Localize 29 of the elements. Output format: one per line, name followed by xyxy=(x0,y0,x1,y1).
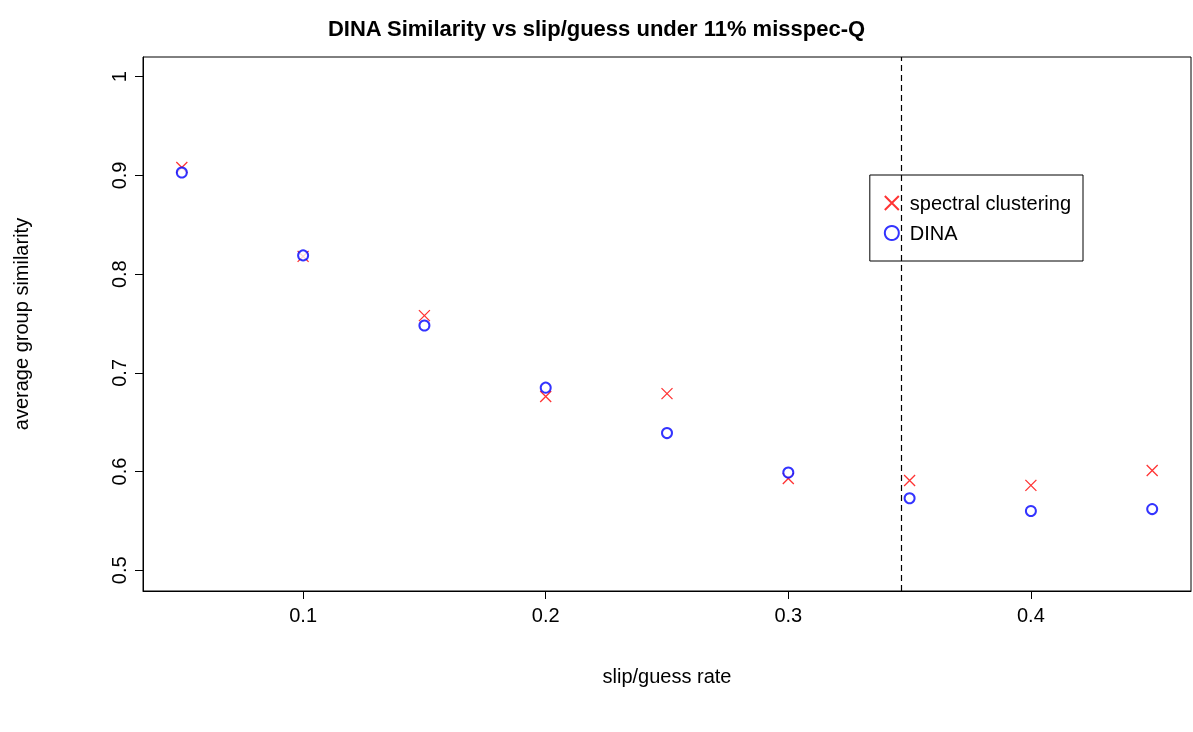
point xyxy=(782,466,795,479)
x-axis-title: slip/guess rate xyxy=(602,665,732,687)
x-tick-label: 0.4 xyxy=(1016,604,1045,626)
point xyxy=(903,492,916,505)
y-tick-label: 0.7 xyxy=(108,358,130,387)
y-tick-label: 0.9 xyxy=(108,161,130,190)
point xyxy=(661,427,673,440)
point xyxy=(903,474,916,487)
point xyxy=(539,390,552,403)
chart-title: DINA Similarity vs slip/guess under 11% misspec-Q xyxy=(327,15,866,41)
legend-label: DINA xyxy=(909,222,959,244)
point xyxy=(1024,479,1038,492)
point xyxy=(175,166,188,179)
y-tick-label: 1 xyxy=(108,71,130,83)
y-axis-title: average group similarity xyxy=(10,217,32,431)
x-tick-label: 0.2 xyxy=(531,604,560,626)
point xyxy=(539,381,552,394)
point xyxy=(1024,505,1037,518)
x-tick-label: 0.1 xyxy=(289,604,318,626)
point xyxy=(418,319,431,332)
y-tick-label: 0.5 xyxy=(108,556,130,585)
y-tick-label: 0.6 xyxy=(108,457,130,486)
legend-label: spectral clustering xyxy=(909,192,1072,214)
y-tick-label: 0.8 xyxy=(108,260,130,289)
point xyxy=(1146,464,1159,477)
point xyxy=(418,309,431,322)
point xyxy=(1146,503,1159,516)
x-tick-label: 0.3 xyxy=(774,604,803,626)
point xyxy=(660,387,674,400)
